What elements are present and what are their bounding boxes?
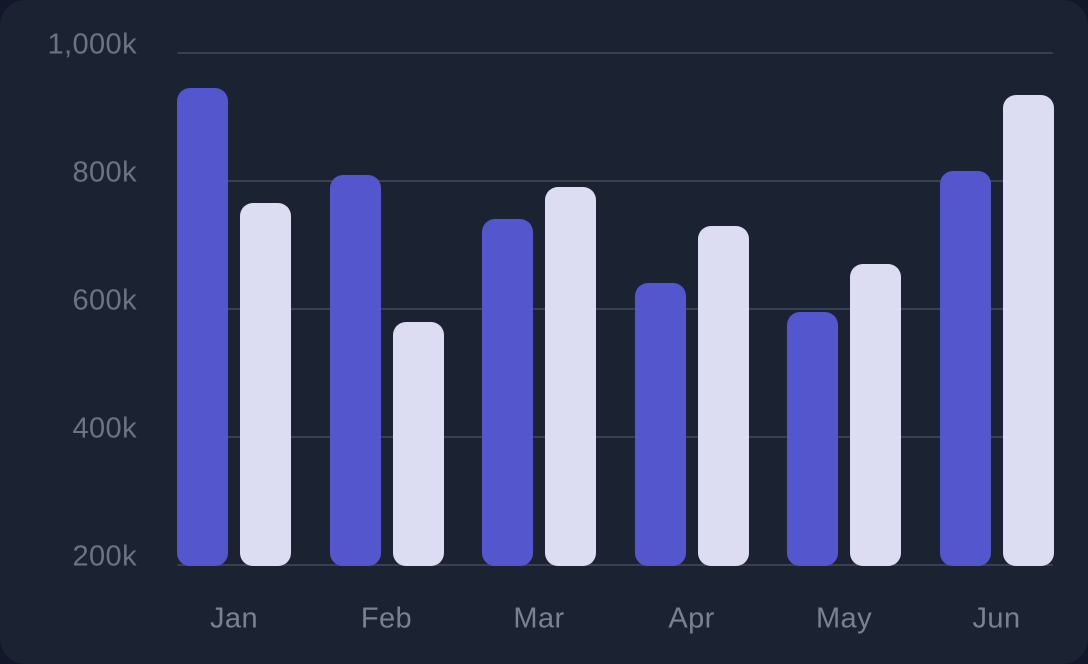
y-axis-tick-label: 200k xyxy=(72,540,137,573)
y-axis-tick-label: 800k xyxy=(72,156,137,189)
gridline-600k xyxy=(177,308,1053,310)
y-axis-tick-label: 400k xyxy=(72,412,137,445)
x-axis-label-apr: Apr xyxy=(668,602,715,635)
bar-may-secondary[interactable] xyxy=(850,264,901,566)
bar-apr-primary[interactable] xyxy=(634,283,686,566)
bar-may-primary[interactable] xyxy=(787,312,838,566)
bar-mar-secondary[interactable] xyxy=(545,187,596,566)
x-axis-label-jan: Jan xyxy=(210,602,258,635)
bar-apr-secondary[interactable] xyxy=(697,225,749,566)
bar-feb-secondary[interactable] xyxy=(392,321,444,566)
x-axis-label-feb: Feb xyxy=(360,602,413,635)
bar-jan-primary[interactable] xyxy=(177,88,228,566)
y-axis-tick-label: 600k xyxy=(72,284,137,317)
x-axis-label-mar: Mar xyxy=(513,602,565,635)
bar-jun-secondary[interactable] xyxy=(1002,94,1054,566)
gridline-400k xyxy=(177,436,1053,438)
bar-feb-primary[interactable] xyxy=(329,174,381,566)
y-axis-tick-label: 1,000k xyxy=(47,28,137,61)
bar-jun-primary[interactable] xyxy=(939,171,991,566)
x-axis-label-may: May xyxy=(816,602,872,635)
x-axis-label-jun: Jun xyxy=(972,602,1021,635)
gridline-200k xyxy=(177,564,1053,566)
gridline-800k xyxy=(177,180,1053,182)
bar-jan-secondary[interactable] xyxy=(240,203,291,566)
bar-mar-primary[interactable] xyxy=(482,219,533,566)
gridline-1,000k xyxy=(177,52,1053,54)
